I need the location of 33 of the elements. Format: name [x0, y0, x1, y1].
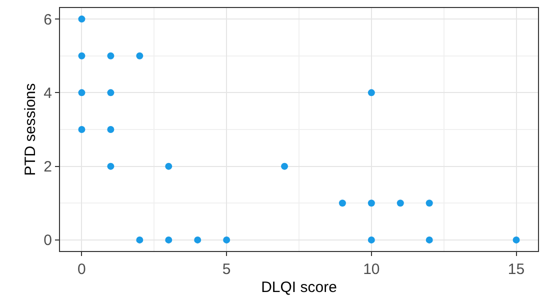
point [78, 16, 86, 23]
point [165, 236, 172, 244]
x-tick-label: 0 [78, 261, 86, 278]
y-tick-label: 6 [44, 11, 52, 28]
point [165, 162, 172, 170]
point [136, 52, 144, 60]
point [194, 236, 202, 244]
point [107, 89, 114, 96]
x-tick-label: 5 [222, 261, 231, 278]
point [78, 52, 86, 60]
point [368, 200, 375, 207]
y-tick-label: 2 [44, 158, 52, 176]
point [368, 236, 375, 244]
point [223, 236, 230, 244]
point [107, 52, 114, 60]
point [338, 200, 346, 207]
point [426, 200, 433, 207]
point [78, 89, 86, 96]
point [368, 89, 375, 96]
point [107, 126, 114, 133]
x-tick-label: 15 [508, 261, 525, 278]
point [512, 236, 520, 244]
y-tick-label: 0 [44, 232, 52, 250]
point [78, 126, 86, 133]
x-axis-title: DLQI score [261, 279, 337, 296]
point [281, 162, 288, 170]
point [136, 236, 144, 244]
point [396, 200, 404, 207]
point [107, 162, 114, 170]
y-tick-label: 4 [44, 84, 52, 102]
point [426, 236, 433, 244]
y-axis-title: PTD sessions [22, 83, 39, 176]
x-tick-label: 10 [363, 261, 380, 278]
